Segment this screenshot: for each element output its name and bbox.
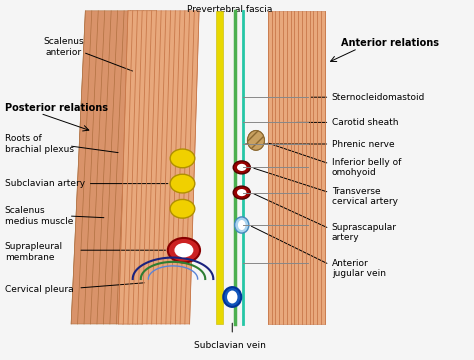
Polygon shape <box>268 11 325 324</box>
Polygon shape <box>71 11 156 324</box>
Ellipse shape <box>223 287 241 307</box>
Ellipse shape <box>238 220 246 230</box>
Text: Inferior belly of
omohyoid: Inferior belly of omohyoid <box>332 158 401 177</box>
Text: Scalenus
anterior: Scalenus anterior <box>44 37 84 57</box>
Text: Suprascapular
artery: Suprascapular artery <box>332 222 397 242</box>
Text: Roots of
brachial plexus: Roots of brachial plexus <box>5 134 74 154</box>
Text: Carotid sheath: Carotid sheath <box>332 118 398 127</box>
Polygon shape <box>216 11 223 324</box>
Text: Subclavian artery: Subclavian artery <box>5 179 85 188</box>
Circle shape <box>233 161 250 174</box>
Text: Prevertebral fascia: Prevertebral fascia <box>187 5 273 14</box>
Text: Sternocleidomastoid: Sternocleidomastoid <box>332 93 425 102</box>
Ellipse shape <box>247 131 264 150</box>
Text: Anterior relations: Anterior relations <box>341 38 439 48</box>
Text: Posterior relations: Posterior relations <box>5 103 108 113</box>
Polygon shape <box>118 11 199 324</box>
Text: Phrenic nerve: Phrenic nerve <box>332 140 394 149</box>
Text: Scalenus
medius muscle: Scalenus medius muscle <box>5 206 73 226</box>
Text: Subclavian vein: Subclavian vein <box>194 341 266 350</box>
Circle shape <box>170 149 195 168</box>
Circle shape <box>168 238 200 262</box>
Circle shape <box>170 174 195 193</box>
Circle shape <box>174 243 193 257</box>
Circle shape <box>170 199 195 218</box>
Text: Transverse
cervical artery: Transverse cervical artery <box>332 186 398 206</box>
Text: Cervical pleura: Cervical pleura <box>5 285 73 294</box>
Ellipse shape <box>227 291 237 303</box>
Text: Anterior
jugular vein: Anterior jugular vein <box>332 258 386 278</box>
Ellipse shape <box>235 217 249 233</box>
Circle shape <box>237 189 246 196</box>
Text: Suprapleural
membrane: Suprapleural membrane <box>5 242 63 262</box>
Circle shape <box>233 186 250 199</box>
Circle shape <box>237 164 246 171</box>
